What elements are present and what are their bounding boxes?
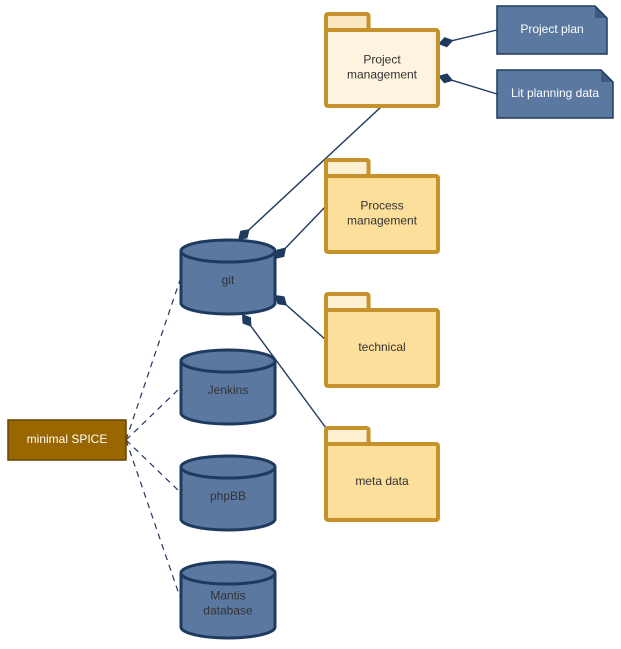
node-label: Project <box>363 53 401 67</box>
edge-spice-git <box>126 277 181 440</box>
node-proc_mgmt: Processmanagement <box>326 160 438 252</box>
node-label: Mantis <box>210 589 245 603</box>
node-lit_plan: Lit planning data <box>497 70 613 118</box>
node-jenkins: Jenkins <box>181 350 275 424</box>
node-meta_data: meta data <box>326 428 438 520</box>
node-git: git <box>181 240 275 314</box>
node-proj_mgmt: Projectmanagement <box>326 14 438 106</box>
edge-diamond <box>275 247 286 259</box>
edge-diamond <box>275 295 287 306</box>
node-label: meta data <box>355 474 409 488</box>
node-mantis: Mantisdatabase <box>181 562 275 638</box>
node-label: Lit planning data <box>511 86 599 100</box>
node-label: minimal SPICE <box>27 432 108 446</box>
edge-lit_plan-proj_mgmt <box>446 78 497 94</box>
edge-diamond <box>242 314 251 327</box>
node-label: Project plan <box>520 22 583 36</box>
node-label: Jenkins <box>208 383 249 397</box>
edge-diamond <box>438 73 453 83</box>
edge-spice-jenkins <box>126 387 181 440</box>
node-label: phpBB <box>210 489 246 503</box>
node-proj_plan: Project plan <box>497 6 607 54</box>
node-technical: technical <box>326 294 438 386</box>
node-spice: minimal SPICE <box>8 420 126 460</box>
nodes-layer: ProjectmanagementProcessmanagementtechni… <box>8 6 613 638</box>
edge-diamond <box>438 37 454 47</box>
node-label: technical <box>358 340 405 354</box>
edge-proc_mgmt-git <box>281 206 326 253</box>
edge-technical-git <box>281 300 326 340</box>
node-label: management <box>347 214 418 228</box>
edge-spice-phpbb <box>126 440 181 493</box>
node-label: git <box>222 273 235 287</box>
edge-spice-mantis <box>126 440 181 600</box>
edge-diamond <box>238 229 250 240</box>
node-label: Process <box>360 199 403 213</box>
node-phpbb: phpBB <box>181 456 275 530</box>
node-label: management <box>347 68 418 82</box>
node-label: database <box>203 604 253 618</box>
